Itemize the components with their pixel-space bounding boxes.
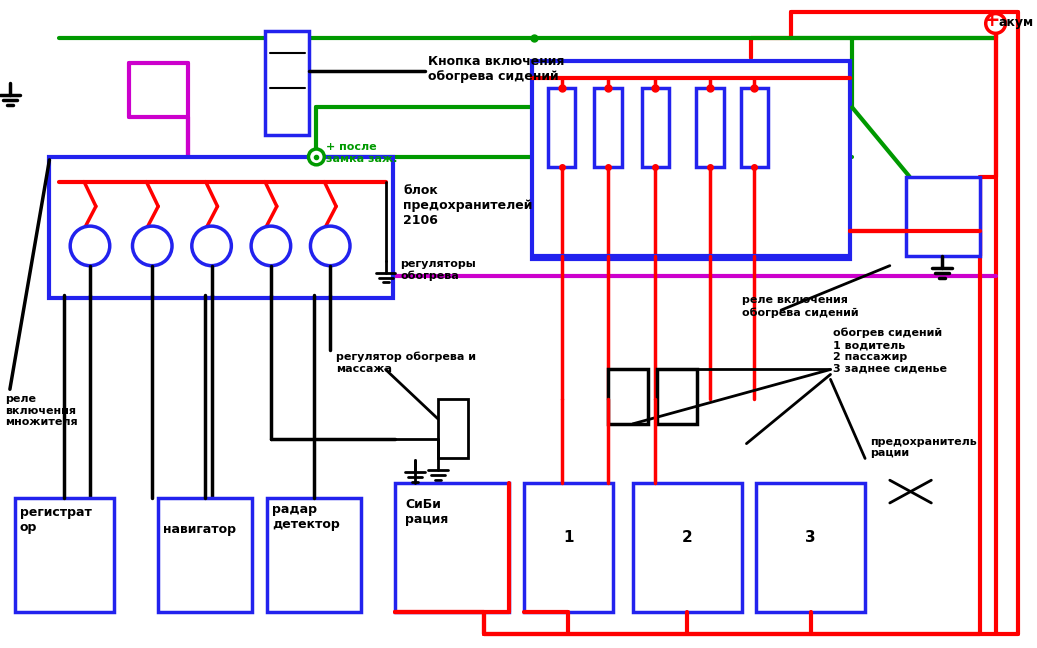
Bar [15,498,114,612]
Circle shape [308,149,325,165]
Bar [524,483,613,612]
Bar [608,369,647,424]
Text: реле
включения
множителя: реле включения множителя [5,394,78,428]
Bar [438,399,468,459]
Bar [642,87,669,167]
Bar [265,31,309,135]
Bar [548,87,576,167]
Bar [159,498,252,612]
Bar [756,483,865,612]
Circle shape [251,226,290,266]
Bar [657,369,697,424]
Text: 1: 1 [563,530,573,545]
Text: радар
детектор: радар детектор [272,503,340,531]
Text: СиБи
рация: СиБи рация [405,498,449,526]
Text: обогрев сидений
1 водитель
2 пассажир
3 заднее сиденье: обогрев сидений 1 водитель 2 пассажир 3 … [834,328,948,373]
Bar [50,157,393,298]
Circle shape [310,226,351,266]
Bar [633,483,741,612]
Bar [905,177,980,256]
Circle shape [71,226,110,266]
Text: + после
замка заж.: + после замка заж. [327,142,397,164]
Text: акум: акум [999,16,1034,29]
Text: Кнопка включения
обогрева сидений: Кнопка включения обогрева сидений [428,55,564,83]
Bar [267,498,361,612]
Text: блок
предохранителей
2106: блок предохранителей 2106 [403,183,533,227]
Text: предохранитель
рации: предохранитель рации [870,437,977,458]
Text: регуляторы
обогрева: регуляторы обогрева [400,259,476,281]
Text: +: + [983,11,1000,30]
Circle shape [986,14,1006,33]
Text: регулятор обогрева и
массажа: регулятор обогрева и массажа [336,352,476,374]
Text: регистрат
ор: регистрат ор [20,506,91,534]
Text: 3: 3 [806,530,816,545]
Bar [395,483,509,612]
Bar [696,87,724,167]
Text: навигатор: навигатор [163,523,236,536]
Bar [594,87,622,167]
Text: 2: 2 [681,530,693,545]
Bar [740,87,768,167]
Circle shape [192,226,231,266]
Bar [532,61,850,259]
Text: реле включения
обогрева сидений: реле включения обогрева сидений [741,295,859,318]
Circle shape [133,226,172,266]
